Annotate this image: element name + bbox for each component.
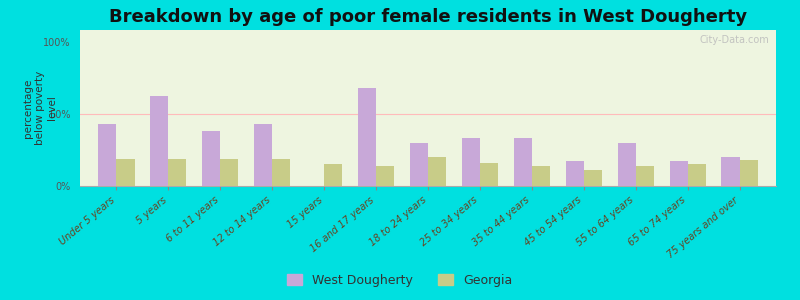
Bar — [168, 159, 186, 186]
Bar — [670, 161, 688, 186]
Bar — [532, 166, 550, 186]
Bar — [636, 166, 654, 186]
Bar — [584, 170, 602, 186]
Bar — [410, 143, 428, 186]
Bar — [220, 159, 238, 186]
Bar — [688, 164, 706, 186]
Bar — [324, 164, 342, 186]
Bar — [358, 88, 376, 186]
Bar — [740, 160, 758, 186]
Bar — [722, 157, 740, 186]
Bar — [480, 163, 498, 186]
Bar — [202, 131, 220, 186]
Bar — [254, 124, 272, 186]
Bar — [150, 96, 168, 186]
Bar — [618, 143, 636, 186]
Bar — [98, 124, 116, 186]
Legend: West Dougherty, Georgia: West Dougherty, Georgia — [284, 270, 516, 291]
Text: City-Data.com: City-Data.com — [699, 35, 769, 45]
Bar — [376, 166, 394, 186]
Bar — [428, 157, 446, 186]
Bar — [116, 159, 134, 186]
Title: Breakdown by age of poor female residents in West Dougherty: Breakdown by age of poor female resident… — [109, 8, 747, 26]
Y-axis label: percentage
below poverty
level: percentage below poverty level — [23, 71, 57, 145]
Bar — [566, 161, 584, 186]
Bar — [514, 138, 532, 186]
Bar — [462, 138, 480, 186]
Bar — [272, 159, 290, 186]
